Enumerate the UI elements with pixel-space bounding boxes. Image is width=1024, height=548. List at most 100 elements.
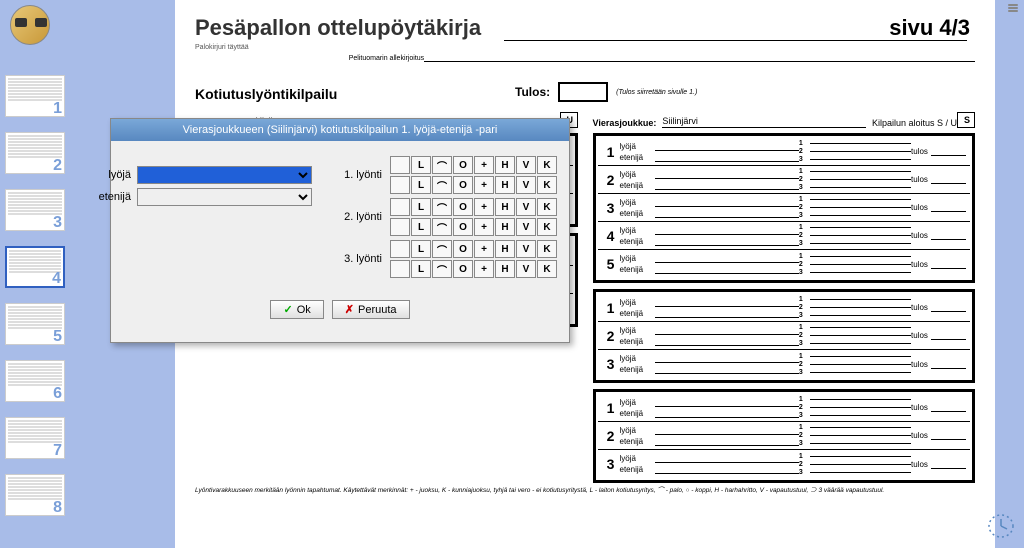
- swing-button-o[interactable]: O: [453, 176, 473, 194]
- lyoja-label: lyöjä: [620, 142, 652, 151]
- page-subtitle: Palokirjuri täyttää: [195, 44, 249, 62]
- swing-button-l[interactable]: L: [411, 198, 431, 216]
- entry-row[interactable]: 2lyöjäetenijä123tulos: [598, 422, 971, 450]
- entry-row[interactable]: 2lyöjäetenijä123tulos: [598, 322, 971, 350]
- swing-button-⌒[interactable]: ⌒: [432, 218, 452, 236]
- away-start-label: Kilpailun aloitus S / U: [872, 118, 957, 128]
- swing-button-+[interactable]: +: [474, 176, 494, 194]
- swing-button-v[interactable]: V: [516, 240, 536, 258]
- swing-button-l[interactable]: L: [411, 260, 431, 278]
- away-team-column: Vierasjoukkue: Siilinjärvi Kilpailun alo…: [593, 112, 976, 483]
- thumbnail-page-3[interactable]: 3: [5, 189, 65, 231]
- swing-button-⌒[interactable]: ⌒: [432, 260, 452, 278]
- entry-number: 1: [602, 144, 620, 160]
- swing-button-v[interactable]: V: [516, 156, 536, 174]
- lyoja-label: lyöjä: [620, 426, 652, 435]
- swing-button-⌒[interactable]: ⌒: [432, 156, 452, 174]
- swing-button-h[interactable]: H: [495, 260, 515, 278]
- entry-row[interactable]: 4lyöjäetenijä123tulos: [598, 222, 971, 250]
- entry-row[interactable]: 1lyöjäetenijä123tulos: [598, 294, 971, 322]
- swing-button-+[interactable]: +: [474, 260, 494, 278]
- swing-button-⌒[interactable]: ⌒: [432, 176, 452, 194]
- etenija-label: etenijä: [620, 265, 652, 274]
- entry-row[interactable]: 3lyöjäetenijä123tulos: [598, 450, 971, 478]
- entry-row[interactable]: 3lyöjäetenijä123tulos: [598, 350, 971, 378]
- menu-icon[interactable]: [1008, 4, 1018, 12]
- swing-button-v[interactable]: V: [516, 176, 536, 194]
- tulos-label: tulos: [911, 331, 928, 340]
- swing-button-h[interactable]: H: [495, 156, 515, 174]
- tulos-label: tulos: [911, 231, 928, 240]
- swing-empty-button[interactable]: [390, 198, 410, 216]
- thumbnail-page-5[interactable]: 5: [5, 303, 65, 345]
- etenija-label: etenijä: [620, 409, 652, 418]
- swing-label-3: 3. lyönti: [322, 253, 382, 265]
- thumbnail-page-1[interactable]: 1: [5, 75, 65, 117]
- lyoja-label: lyöjä: [620, 298, 652, 307]
- swing-button-o[interactable]: O: [453, 198, 473, 216]
- away-entries-box-2: 1lyöjäetenijä123tulos2lyöjäetenijä123tul…: [593, 289, 976, 383]
- swing-button-o[interactable]: O: [453, 156, 473, 174]
- swing-label-2: 2. lyönti: [322, 211, 382, 223]
- entry-number: 3: [602, 456, 620, 472]
- swing-button-v[interactable]: V: [516, 198, 536, 216]
- lyoja-select[interactable]: [137, 166, 312, 184]
- swing-button-k[interactable]: K: [537, 240, 557, 258]
- entry-row[interactable]: 5lyöjäetenijä123tulos: [598, 250, 971, 278]
- swing-button-h[interactable]: H: [495, 218, 515, 236]
- swing-button-o[interactable]: O: [453, 218, 473, 236]
- thumbnail-page-2[interactable]: 2: [5, 132, 65, 174]
- swing-button-⌒[interactable]: ⌒: [432, 240, 452, 258]
- away-start-value: S: [957, 112, 975, 128]
- tulos-note: (Tulos siirretään sivulle 1.): [616, 89, 697, 96]
- thumbnail-number: 6: [53, 385, 62, 403]
- thumbnail-page-8[interactable]: 8: [5, 474, 65, 516]
- swing-button-l[interactable]: L: [411, 156, 431, 174]
- swing-empty-button[interactable]: [390, 156, 410, 174]
- swing-empty-button[interactable]: [390, 260, 410, 278]
- swing-button-k[interactable]: K: [537, 176, 557, 194]
- swing-empty-button[interactable]: [390, 218, 410, 236]
- swing-button-h[interactable]: H: [495, 198, 515, 216]
- entry-row[interactable]: 2lyöjäetenijä123tulos: [598, 166, 971, 194]
- swing-button-h[interactable]: H: [495, 240, 515, 258]
- thumbnail-page-6[interactable]: 6: [5, 360, 65, 402]
- swing-button-k[interactable]: K: [537, 156, 557, 174]
- swing-empty-button[interactable]: [390, 240, 410, 258]
- etenija-label: etenijä: [620, 365, 652, 374]
- entry-row[interactable]: 3lyöjäetenijä123tulos: [598, 194, 971, 222]
- swing-label-1: 1. lyönti: [322, 169, 382, 181]
- swing-button-+[interactable]: +: [474, 198, 494, 216]
- swing-button-k[interactable]: K: [537, 218, 557, 236]
- swing-button-o[interactable]: O: [453, 260, 473, 278]
- swing-button-k[interactable]: K: [537, 198, 557, 216]
- thumbnail-page-7[interactable]: 7: [5, 417, 65, 459]
- tulos-label: Tulos:: [515, 85, 550, 99]
- swing-button-+[interactable]: +: [474, 218, 494, 236]
- swing-button-k[interactable]: K: [537, 260, 557, 278]
- swing-button-+[interactable]: +: [474, 156, 494, 174]
- lyoja-label: lyöjä: [620, 254, 652, 263]
- swing-button-v[interactable]: V: [516, 218, 536, 236]
- swing-button-o[interactable]: O: [453, 240, 473, 258]
- etenija-select[interactable]: [137, 188, 312, 206]
- swing-button-h[interactable]: H: [495, 176, 515, 194]
- swing-button-l[interactable]: L: [411, 218, 431, 236]
- swing-button-+[interactable]: +: [474, 240, 494, 258]
- etenija-label: etenijä: [620, 153, 652, 162]
- entry-number: 1: [602, 300, 620, 316]
- swing-button-⌒[interactable]: ⌒: [432, 198, 452, 216]
- entry-number: 1: [602, 400, 620, 416]
- cancel-button[interactable]: ✗Peruuta: [332, 300, 410, 319]
- swing-button-l[interactable]: L: [411, 176, 431, 194]
- thumbnail-page-4[interactable]: 4: [5, 246, 65, 288]
- thumbnail-number: 4: [52, 270, 61, 288]
- clock-icon[interactable]: [986, 512, 1016, 540]
- swing-empty-button[interactable]: [390, 176, 410, 194]
- swing-button-v[interactable]: V: [516, 260, 536, 278]
- swing-button-l[interactable]: L: [411, 240, 431, 258]
- entry-row[interactable]: 1lyöjäetenijä123tulos: [598, 138, 971, 166]
- ok-button[interactable]: ✓Ok: [270, 300, 323, 319]
- section-title: Kotiutuslyöntikilpailu: [195, 86, 337, 102]
- entry-row[interactable]: 1lyöjäetenijä123tulos: [598, 394, 971, 422]
